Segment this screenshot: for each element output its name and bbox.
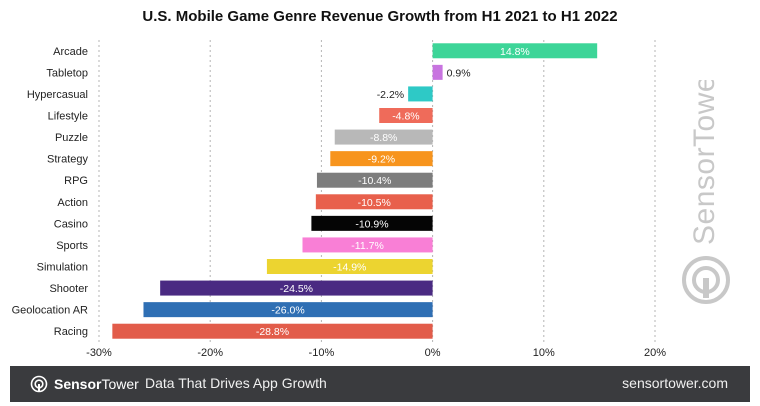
sensortower-logo-icon [30, 375, 48, 393]
x-tick-label: 0% [425, 347, 441, 359]
x-tick-label: -30% [86, 347, 112, 359]
x-tick-label: -10% [309, 347, 335, 359]
x-tick-label: -20% [197, 347, 223, 359]
data-label: -10.4% [358, 175, 391, 187]
data-label: -10.5% [358, 197, 391, 209]
footer-tagline: Data That Drives App Growth [145, 375, 327, 391]
bar [379, 108, 433, 123]
bar [334, 129, 433, 145]
category-label: RPG [64, 175, 88, 187]
footer-url-link[interactable]: sensortower.com [622, 375, 728, 391]
data-label: -4.8% [392, 111, 419, 123]
category-label: Hypercasual [27, 89, 88, 101]
watermark-text: SensorTower [688, 80, 721, 245]
watermark-logo-icon [682, 256, 730, 304]
bar [432, 64, 443, 80]
category-label: Casino [54, 218, 88, 230]
footer-brand-name: SensorTower [54, 376, 139, 392]
footer-bar: SensorTower Data That Drives App Growth … [10, 366, 750, 402]
category-label: Tabletop [46, 67, 88, 79]
revenue-growth-bar-chart: -30% -20% -10% 0% 10% 20% Arcade 14.8% Tabletop 0… [12, 40, 666, 359]
bar [330, 151, 433, 167]
category-label: Strategy [47, 154, 88, 166]
data-label: -14.9% [333, 262, 366, 274]
data-label: -10.9% [355, 218, 388, 230]
footer-brand-light: Tower [101, 376, 139, 392]
category-label: Sports [56, 240, 88, 252]
bar [408, 86, 433, 102]
footer-brand-bold: Sensor [54, 376, 102, 392]
category-label: Lifestyle [48, 111, 88, 123]
data-label: -11.7% [351, 240, 384, 252]
data-label: -2.2% [377, 89, 404, 101]
bar [112, 323, 433, 339]
data-label: -9.2% [368, 154, 395, 166]
category-label: Arcade [53, 46, 88, 58]
data-label: -28.8% [256, 326, 289, 338]
category-label: Puzzle [55, 132, 88, 144]
x-tick-label: 20% [644, 347, 666, 359]
bar [432, 43, 598, 59]
sensortower-watermark: SensorTower [682, 80, 730, 304]
data-label: 14.8% [500, 46, 530, 58]
category-label: Shooter [49, 283, 88, 295]
bar [266, 259, 433, 274]
chart-title: U.S. Mobile Game Genre Revenue Growth fr… [142, 8, 618, 25]
category-label: Racing [54, 326, 88, 338]
bar [316, 172, 433, 188]
bar [302, 237, 433, 253]
category-label: Geolocation AR [12, 305, 88, 317]
data-label: -24.5% [280, 283, 313, 295]
category-label: Simulation [37, 262, 88, 274]
data-label: -26.0% [271, 305, 304, 317]
category-label: Action [57, 197, 88, 209]
data-label: 0.9% [447, 67, 471, 79]
footer-brand[interactable]: SensorTower [30, 374, 139, 394]
bar [315, 194, 433, 210]
bar [143, 302, 433, 318]
data-label: -8.8% [370, 132, 397, 144]
bar [160, 280, 433, 296]
bar [311, 215, 433, 231]
x-tick-label: 10% [533, 347, 555, 359]
